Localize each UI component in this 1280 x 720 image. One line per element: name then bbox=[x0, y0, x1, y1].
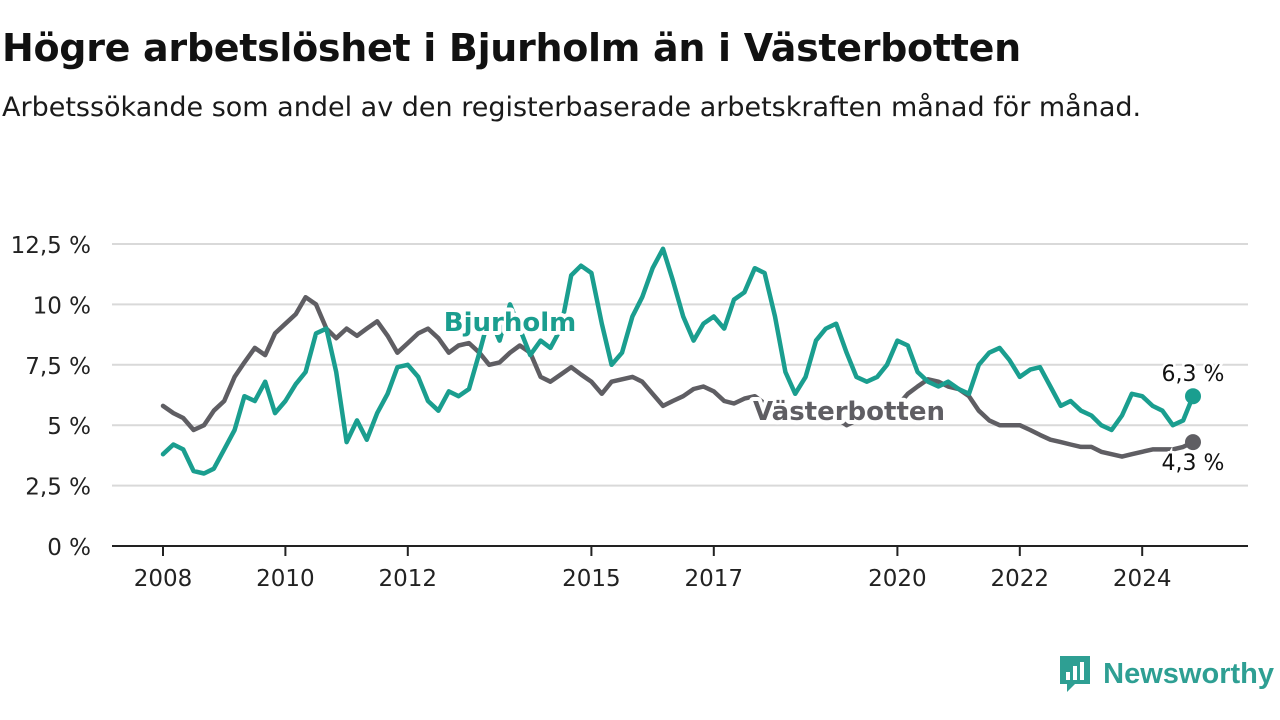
line-chart: 6,3 % 4,3 % Bjurholm Västerbotten 0 % 2,5 % 5… bbox=[11, 233, 1248, 592]
y-tick-label: 10 % bbox=[33, 293, 91, 319]
series-name-label-vasterbotten: Västerbotten bbox=[753, 397, 945, 427]
x-tick-label: 2008 bbox=[134, 566, 193, 592]
chart-title: Högre arbetslöshet i Bjurholm än i Väste… bbox=[2, 26, 1021, 70]
end-point-bjurholm bbox=[1184, 388, 1201, 405]
series-line-bjurholm bbox=[160, 246, 1196, 476]
newsworthy-logo-icon bbox=[1060, 656, 1091, 692]
series-line-vasterbotten bbox=[160, 294, 1196, 459]
y-tick-label: 0 % bbox=[47, 535, 91, 561]
x-tick-label: 2015 bbox=[562, 566, 621, 592]
x-tick-label: 2017 bbox=[685, 566, 744, 592]
chart-subtitle: Arbetssökande som andel av den registerb… bbox=[2, 92, 1142, 123]
y-tick-label: 7,5 % bbox=[25, 354, 91, 380]
x-tick-label: 2020 bbox=[868, 566, 927, 592]
x-tick-label: 2010 bbox=[256, 566, 315, 592]
series-lines bbox=[160, 246, 1196, 476]
y-tick-label: 12,5 % bbox=[11, 233, 91, 259]
x-tick-label: 2012 bbox=[379, 566, 438, 592]
x-tick-label: 2022 bbox=[991, 566, 1050, 592]
axes: 0 % 2,5 % 5 % 7,5 % 10 % 12,5 % 2008 2010 2012 20… bbox=[11, 233, 1248, 592]
end-value-label-vasterbotten: 4,3 % bbox=[1162, 451, 1225, 476]
y-tick-label: 2,5 % bbox=[25, 475, 91, 501]
brand: Newsworthy bbox=[1057, 654, 1274, 694]
end-value-label-bjurholm: 6,3 % bbox=[1162, 362, 1225, 387]
series-labels: 6,3 % 4,3 % Bjurholm Västerbotten bbox=[440, 304, 1227, 479]
grid-lines bbox=[112, 243, 1248, 487]
brand-name: Newsworthy bbox=[1103, 657, 1274, 690]
x-tick-label: 2024 bbox=[1113, 566, 1172, 592]
y-tick-label: 5 % bbox=[47, 414, 91, 440]
end-point-vasterbotten bbox=[1184, 434, 1201, 451]
series-name-label-bjurholm: Bjurholm bbox=[444, 308, 576, 338]
